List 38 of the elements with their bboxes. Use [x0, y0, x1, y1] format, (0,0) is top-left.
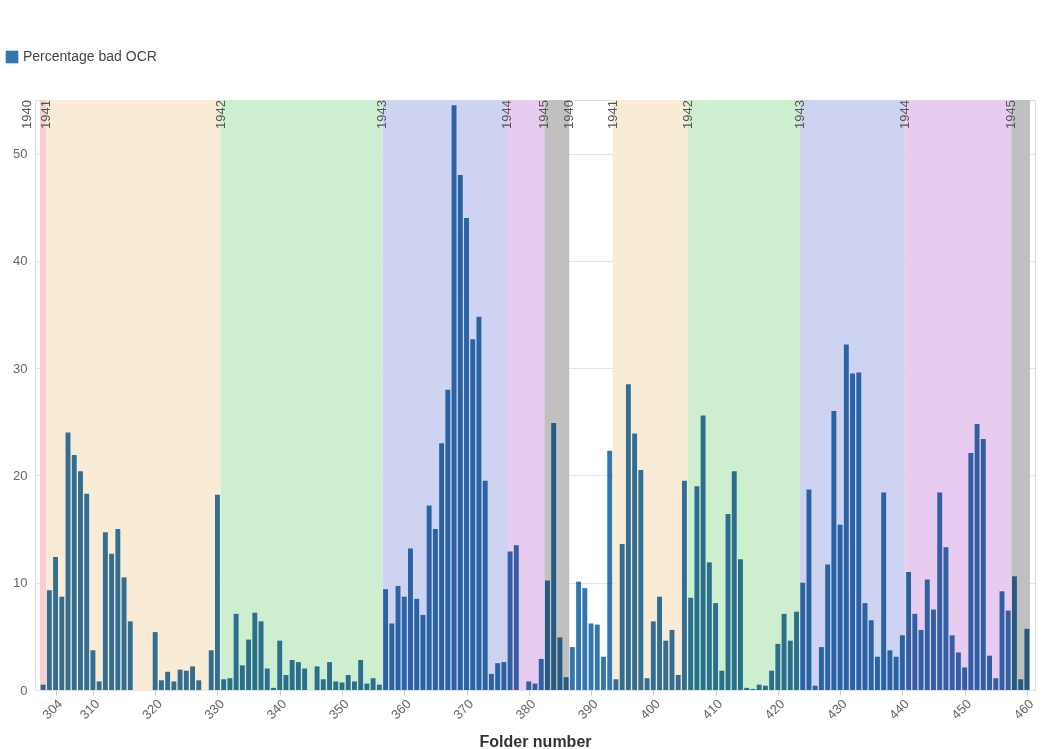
band-label: 1945	[1003, 100, 1019, 129]
bar	[526, 681, 532, 690]
band-label: 1940	[19, 100, 34, 129]
x-tick-label: 460	[1010, 696, 1037, 723]
band-label: 1944	[897, 100, 913, 129]
x-tick-label: 420	[761, 696, 788, 723]
y-tick-label: 50	[13, 146, 28, 162]
x-tick-label: 380	[512, 696, 539, 723]
band-label: 1942	[212, 100, 228, 129]
x-tick-label: 304	[39, 696, 66, 723]
y-tick-label: 10	[13, 575, 28, 591]
x-tick-label: 340	[263, 696, 290, 723]
x-tick-label: 450	[948, 696, 975, 723]
x-tick-label: 410	[699, 696, 726, 723]
band-label: 1943	[374, 100, 390, 129]
y-tick-label: 0	[20, 682, 28, 698]
band-label: 1942	[679, 100, 695, 129]
legend-label: Percentage bad OCR	[23, 48, 157, 64]
x-tick-label: 350	[325, 696, 352, 723]
y-tick-label: 40	[13, 253, 28, 269]
x-tick-label: 360	[387, 696, 414, 723]
band-label: 1943	[791, 100, 807, 129]
x-axis-title: Folder number	[479, 733, 592, 749]
band-label: 1944	[498, 100, 514, 129]
band-label: 1945	[536, 100, 552, 129]
x-tick-label: 440	[886, 696, 913, 723]
x-tick-label: 400	[637, 696, 663, 723]
x-tick-label: 320	[138, 696, 165, 723]
x-tick-label: 310	[76, 696, 103, 723]
y-tick-label: 20	[13, 467, 28, 483]
annotation: 1940	[561, 100, 577, 129]
band-label: 1941	[38, 100, 54, 129]
band-label: 1941	[604, 100, 620, 129]
y-tick-label: 30	[13, 360, 28, 376]
x-tick-label: 330	[201, 696, 228, 723]
x-tick-label: 430	[823, 696, 850, 723]
x-tick-label: 370	[450, 696, 477, 723]
x-tick-label: 390	[574, 696, 601, 723]
